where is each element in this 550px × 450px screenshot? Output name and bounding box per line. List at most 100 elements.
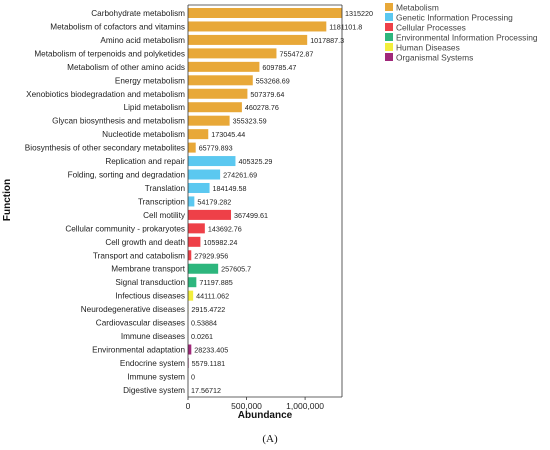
category-label: Energy metabolism: [115, 76, 185, 85]
bar: [188, 129, 209, 140]
value-label: 507379.64: [250, 90, 284, 99]
bar: [188, 102, 242, 113]
bar: [188, 88, 248, 99]
category-label: Environmental adaptation: [92, 346, 185, 355]
category-label: Replication and repair: [105, 157, 185, 166]
bars-layer: [188, 8, 342, 368]
category-label: Carbohydrate metabolism: [91, 9, 185, 18]
bar: [188, 182, 210, 193]
category-label: Infectious diseases: [115, 292, 185, 301]
legend-swatch: [385, 33, 393, 41]
panel-label: (A): [262, 433, 278, 445]
category-label: Folding, sorting and degradation: [68, 171, 186, 180]
bar: [188, 142, 196, 153]
legend-entry: Cellular Processes: [396, 23, 466, 33]
category-label: Transcription: [138, 197, 185, 206]
bar: [188, 263, 219, 274]
bar: [188, 115, 230, 126]
value-label: 44111.062: [196, 292, 229, 301]
value-label: 609785.47: [262, 63, 296, 72]
category-label: Cellular community - prokaryotes: [65, 224, 185, 233]
category-label: Neurodegenerative diseases: [81, 305, 185, 314]
legend-entry: Human Diseases: [396, 43, 460, 53]
value-label: 553268.69: [256, 76, 290, 85]
value-label: 27929.956: [194, 251, 228, 260]
value-label: 173045.44: [211, 130, 245, 139]
y-axis-title: Function: [2, 179, 13, 221]
category-labels: Carbohydrate metabolism Metabolism of cof…: [25, 9, 186, 395]
value-label: 257605.7: [221, 265, 251, 274]
value-label: 0.53884: [191, 319, 217, 328]
category-label: Membrane transport: [111, 265, 185, 274]
bar: [188, 223, 205, 234]
value-label: 184149.58: [213, 184, 247, 193]
legend-entry: Organismal Systems: [396, 53, 473, 63]
value-label: 1181101.8: [329, 22, 362, 31]
legend-swatch: [385, 13, 393, 21]
category-label: Digestive system: [123, 386, 185, 395]
x-axis-title: Abundance: [238, 410, 293, 421]
category-label: Cell motility: [143, 211, 186, 220]
value-label: 54179.282: [197, 197, 231, 206]
category-label: Amino acid metabolism: [100, 36, 185, 45]
value-label: 0: [191, 372, 195, 381]
category-label: Biosynthesis of other secondary metaboli…: [25, 144, 185, 153]
axes: 0 500,000 1,000,000: [186, 4, 343, 411]
value-label: 355323.59: [233, 117, 267, 126]
category-label: Nucleotide metabolism: [102, 130, 185, 139]
category-label: Metabolism of cofactors and vitamins: [50, 22, 185, 31]
bar: [188, 156, 236, 167]
value-label: 71197.885: [199, 278, 232, 287]
bar: [188, 209, 232, 220]
value-label: 755472.87: [279, 49, 313, 58]
value-label: 2915.4722: [191, 305, 225, 314]
category-label: Cell growth and death: [105, 238, 185, 247]
category-label: Immune system: [127, 372, 185, 381]
bar: [188, 290, 194, 301]
x-tick-label: 0: [186, 401, 191, 411]
category-label: Endocrine system: [120, 359, 185, 368]
value-label: 367499.61: [234, 211, 268, 220]
legend-swatch: [385, 3, 393, 11]
value-label: 405325.29: [238, 157, 272, 166]
category-label: Metabolism of terpenoids and polyketides: [34, 49, 185, 58]
bar: [188, 236, 201, 247]
bar: [188, 169, 221, 180]
category-label: Immune diseases: [121, 332, 185, 341]
bar: [188, 34, 308, 45]
legend-swatch: [385, 23, 393, 31]
category-label: Metabolism of other amino acids: [67, 63, 185, 72]
value-label: 143692.76: [208, 224, 242, 233]
legend-entry: Environmental Information Processing: [396, 33, 538, 43]
category-label: Cardiovascular diseases: [96, 319, 185, 328]
value-label: 0.0261: [191, 332, 213, 341]
bar: [188, 277, 197, 288]
bar: [188, 344, 192, 355]
legend-entry: Metabolism: [396, 3, 439, 13]
bar: [188, 8, 342, 18]
legend-swatch: [385, 53, 393, 61]
value-labels: 1315220 1181101.8 1017887.3 755472.87 609785…: [191, 9, 373, 395]
category-label: Xenobiotics biodegradation and metabolis…: [26, 90, 185, 99]
x-tick-label: 500,000: [231, 401, 262, 411]
value-label: 65779.893: [199, 144, 233, 153]
value-label: 105982.24: [203, 238, 237, 247]
bar: [188, 75, 253, 86]
value-label: 17.56712: [191, 386, 221, 395]
category-label: Lipid metabolism: [124, 103, 186, 112]
value-label: 1315220: [345, 9, 373, 18]
legend-swatch: [385, 43, 393, 51]
bar: [188, 61, 260, 72]
category-label: Glycan biosynthesis and metabolism: [52, 117, 185, 126]
category-label: Translation: [145, 184, 186, 193]
value-label: 460278.76: [245, 103, 279, 112]
value-label: 1017887.3: [310, 36, 344, 45]
x-tick-label: 1,000,000: [286, 401, 324, 411]
bar: [188, 21, 327, 32]
value-label: 5579.1181: [192, 359, 225, 368]
category-label: Signal transduction: [115, 278, 185, 287]
legend-entry: Genetic Information Processing: [396, 13, 513, 23]
bar: [188, 196, 195, 207]
